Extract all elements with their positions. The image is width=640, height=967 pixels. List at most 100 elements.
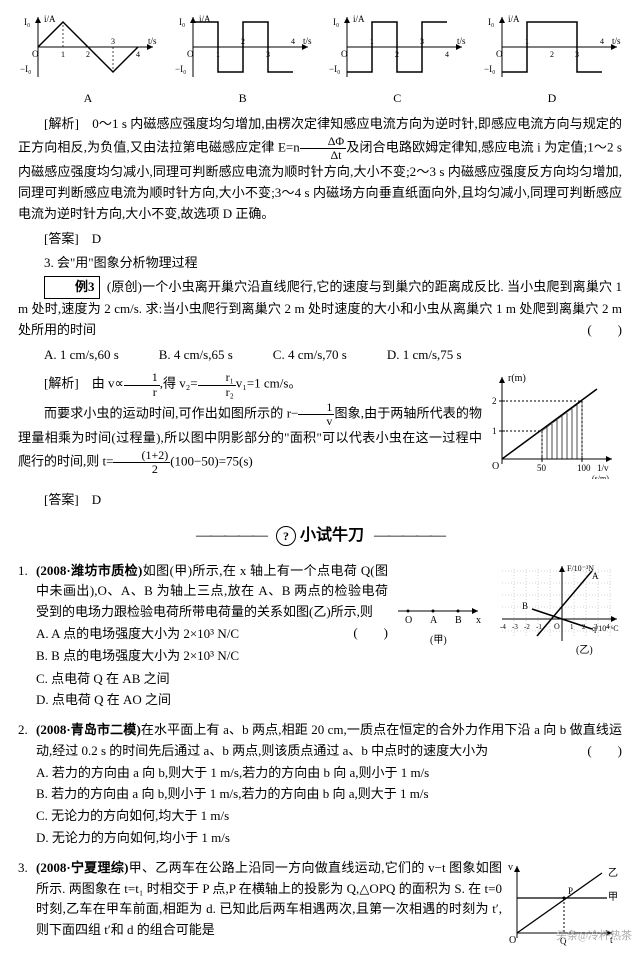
- svg-text:4: 4: [606, 623, 610, 631]
- svg-text:-3: -3: [512, 623, 518, 631]
- svg-text:O: O: [509, 935, 516, 946]
- svg-text:i/A: i/A: [508, 14, 520, 24]
- svg-text:t/s: t/s: [612, 36, 621, 46]
- answer3: [答案] D: [18, 490, 622, 511]
- graph-c: I₀−I₀ t/si/A O 12 34 C: [327, 12, 467, 108]
- graph-a: I₀ −I₀ t/s i/A O 12 34 A: [18, 12, 158, 108]
- analysis3-line2: 而要求小虫的运动时间,可作出如图所示的 r−1v图象,由于两轴所代表的物理量相乘…: [18, 401, 482, 477]
- svg-text:−I₀: −I₀: [175, 64, 186, 74]
- svg-text:3: 3: [111, 37, 115, 46]
- answer1: [答案] D: [18, 229, 622, 250]
- q2-text: (2008·青岛市二模)在水平面上有 a、b 两点,相距 20 cm,一质点在恒…: [36, 720, 622, 762]
- svg-text:1: 1: [216, 50, 220, 59]
- top-graphs-row: I₀ −I₀ t/s i/A O 12 34 A I₀−I₀ t/si/A O …: [18, 12, 622, 108]
- q2-optA: A. 若力的方向由 a 向 b,则大于 1 m/s,若力的方向由 b 向 a,则…: [36, 763, 622, 784]
- svg-text:O: O: [492, 461, 499, 472]
- svg-text:F/10⁻³N: F/10⁻³N: [567, 564, 594, 573]
- svg-text:O: O: [341, 49, 348, 59]
- example3-tag: 例3: [44, 276, 100, 299]
- svg-text:(s/m): (s/m): [592, 474, 609, 479]
- svg-text:(甲): (甲): [430, 635, 447, 646]
- svg-text:1: 1: [525, 37, 529, 46]
- svg-text:4: 4: [600, 37, 604, 46]
- q1-optB: B. B 点的电场强度大小为 2×10³ N/C: [36, 646, 388, 667]
- answer3-value: D: [92, 492, 101, 507]
- graph-c-label: C: [327, 89, 467, 108]
- sub3-title: 3. 会"用"图象分析物理过程: [18, 253, 622, 274]
- q1-num: 1.: [18, 561, 36, 713]
- svg-text:4: 4: [291, 37, 295, 46]
- svg-text:1: 1: [570, 623, 574, 631]
- svg-text:P: P: [568, 886, 573, 896]
- svg-text:t/s: t/s: [457, 36, 466, 46]
- svg-text:3: 3: [575, 50, 579, 59]
- svg-text:A: A: [592, 571, 599, 581]
- svg-text:2: 2: [241, 37, 245, 46]
- answer3-label: [答案]: [44, 492, 79, 507]
- graph3: r(m) O 1 2 50 100 1/v (s/m): [482, 369, 622, 486]
- opt3-c: C. 4 cm/s,70 s: [273, 345, 347, 366]
- svg-text:(乙): (乙): [576, 644, 593, 656]
- practice-header: ? 小试牛刀: [18, 523, 622, 549]
- q2: 2. (2008·青岛市二模)在水平面上有 a、b 两点,相距 20 cm,一质…: [18, 720, 622, 850]
- q2-optB: B. 若力的方向由 a 向 b,则小于 1 m/s,若力的方向由 b 向 a,则…: [36, 784, 622, 805]
- svg-text:I₀: I₀: [488, 17, 494, 27]
- analysis3-label: [解析]: [44, 376, 79, 391]
- q3-text: (2008·宁夏理综)甲、乙两车在公路上沿同一方向做直线运动,它们的 v−t 图…: [36, 858, 502, 941]
- svg-text:−I₀: −I₀: [329, 64, 340, 74]
- graph-d: I₀−I₀ t/si/A O 12 34 D: [482, 12, 622, 108]
- q1-figures: O A B x (甲): [388, 561, 622, 661]
- svg-text:乙: 乙: [608, 867, 618, 879]
- svg-text:i/A: i/A: [44, 14, 56, 24]
- svg-text:x: x: [476, 615, 481, 626]
- q3: 3. (2008·宁夏理综)甲、乙两车在公路上沿同一方向做直线运动,它们的 v−…: [18, 858, 622, 955]
- svg-text:3: 3: [594, 623, 598, 631]
- q1-optC: C. 点电荷 Q 在 AB 之间: [36, 669, 622, 690]
- svg-text:4: 4: [445, 50, 449, 59]
- analysis1-label: [解析]: [44, 116, 79, 131]
- opt3-d: D. 1 cm/s,75 s: [387, 345, 462, 366]
- graph-b-label: B: [173, 89, 313, 108]
- graph-b: I₀−I₀ t/si/A O 12 34 B: [173, 12, 313, 108]
- svg-text:r(m): r(m): [508, 373, 526, 384]
- svg-text:A: A: [430, 615, 438, 626]
- q2-num: 2.: [18, 720, 36, 850]
- example3-paren: ( ): [561, 320, 622, 341]
- analysis3-line1: [解析] 由 v∝1r,得 v₂=r₁r₂v₁=1 cm/s。: [18, 371, 482, 398]
- svg-text:t/s: t/s: [148, 36, 157, 46]
- svg-text:1: 1: [61, 50, 65, 59]
- svg-text:O: O: [554, 622, 560, 631]
- svg-text:t/s: t/s: [303, 36, 312, 46]
- opts3: A. 1 cm/s,60 s B. 4 cm/s,65 s C. 4 cm/s,…: [44, 345, 622, 366]
- svg-text:-1: -1: [536, 623, 542, 631]
- opt3-b: B. 4 cm/s,65 s: [159, 345, 233, 366]
- svg-text:50: 50: [537, 463, 547, 473]
- q1-optA: A. A 点的电场强度大小为 2×10³ N/C: [36, 624, 388, 645]
- q2-optD: D. 无论力的方向如何,均小于 1 m/s: [36, 828, 622, 849]
- example3: 例3 (原创)一个小虫离开巢穴沿直线爬行,它的速度与到巢穴的距离成反比. 当小虫…: [18, 276, 622, 340]
- svg-text:O: O: [187, 49, 194, 59]
- svg-text:100: 100: [577, 463, 591, 473]
- svg-text:I₀: I₀: [24, 17, 30, 27]
- opt3-a: A. 1 cm/s,60 s: [44, 345, 119, 366]
- svg-text:3: 3: [420, 37, 424, 46]
- q1-optD: D. 点电荷 Q 在 AO 之间: [36, 690, 622, 711]
- q2-optC: C. 无论力的方向如何,均大于 1 m/s: [36, 806, 622, 827]
- svg-text:O: O: [32, 49, 39, 59]
- q1-text: (2008·潍坊市质检)如图(甲)所示,在 x 轴上有一个点电荷 Q(图中未画出…: [36, 561, 388, 623]
- answer1-value: D: [92, 231, 101, 246]
- svg-text:B: B: [455, 615, 462, 626]
- q1: 1. (2008·潍坊市质检)如图(甲)所示,在 x 轴上有一个点电荷 Q(图中…: [18, 561, 622, 713]
- svg-text:-4: -4: [500, 623, 506, 631]
- svg-text:3: 3: [266, 50, 270, 59]
- analysis1: [解析] 0～1 s 内磁感应强度均匀增加,由楞次定律知感应电流方向为逆时针,即…: [18, 114, 622, 225]
- svg-text:v: v: [508, 862, 513, 873]
- svg-text:−I₀: −I₀: [20, 64, 31, 74]
- svg-text:1: 1: [370, 37, 374, 46]
- answer1-label: [答案]: [44, 231, 79, 246]
- svg-text:4: 4: [136, 50, 140, 59]
- watermark: 头条@冷杯热茶: [556, 928, 632, 946]
- svg-text:2: 2: [395, 50, 399, 59]
- q3-num: 3.: [18, 858, 36, 955]
- svg-text:−I₀: −I₀: [484, 64, 495, 74]
